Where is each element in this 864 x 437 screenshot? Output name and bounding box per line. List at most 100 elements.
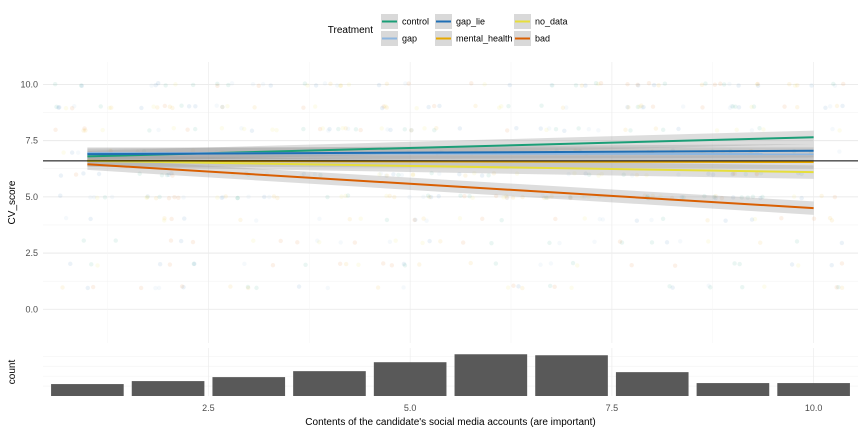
data-point: [479, 173, 485, 178]
data-point: [384, 217, 390, 223]
data-point: [467, 193, 472, 199]
data-point: [228, 284, 233, 289]
data-point: [162, 216, 167, 221]
data-point: [82, 126, 87, 131]
data-point: [733, 104, 738, 109]
data-point: [396, 172, 401, 178]
data-point: [811, 216, 817, 221]
legend-label: gap_lie: [456, 17, 485, 27]
data-point: [407, 194, 412, 200]
hist-bar: [131, 381, 205, 396]
data-point: [658, 194, 663, 199]
data-point: [457, 216, 463, 221]
data-point: [507, 82, 513, 88]
data-point: [157, 194, 162, 200]
data-point: [91, 194, 97, 200]
data-point: [758, 240, 763, 245]
data-point: [457, 126, 463, 131]
data-point: [414, 106, 419, 111]
data-point: [170, 173, 175, 178]
y-tick-label: 5.0: [25, 192, 38, 202]
data-point: [422, 126, 427, 131]
data-point: [167, 104, 173, 109]
data-point: [721, 82, 727, 87]
data-point: [582, 216, 587, 221]
data-point: [356, 262, 361, 268]
data-point: [81, 128, 86, 133]
data-point: [83, 128, 88, 133]
data-point: [480, 216, 485, 221]
data-point: [417, 262, 422, 267]
data-point: [706, 239, 711, 244]
data-point: [646, 80, 652, 86]
data-point: [755, 83, 761, 88]
data-point: [173, 82, 178, 87]
data-point: [506, 104, 511, 109]
hist-bar: [454, 354, 528, 396]
data-point: [540, 193, 545, 199]
data-point: [754, 172, 759, 177]
data-point: [516, 284, 521, 289]
data-point: [754, 171, 759, 176]
data-point: [409, 128, 414, 133]
data-point: [428, 194, 434, 200]
data-point: [713, 196, 718, 201]
data-point: [229, 81, 235, 86]
data-point: [579, 194, 585, 200]
data-point: [340, 125, 345, 131]
data-point: [302, 81, 308, 86]
data-point: [252, 105, 257, 110]
data-point: [553, 127, 559, 132]
data-point: [274, 127, 279, 133]
data-point: [586, 194, 591, 200]
data-point: [469, 81, 474, 86]
data-point: [628, 128, 633, 133]
data-point: [262, 194, 267, 200]
data-point: [834, 285, 839, 290]
data-point: [568, 195, 573, 200]
data-point: [325, 285, 330, 291]
data-point: [151, 104, 156, 109]
data-point: [167, 262, 173, 267]
data-point: [69, 106, 75, 111]
data-point: [730, 104, 735, 109]
hist-bar: [535, 355, 608, 396]
data-point: [108, 148, 113, 153]
data-point: [271, 194, 277, 199]
data-point: [358, 216, 363, 221]
data-point: [164, 172, 170, 178]
data-point: [378, 171, 384, 176]
data-point: [403, 81, 408, 86]
data-point: [107, 105, 112, 111]
hist-y-axis-title: count: [7, 360, 18, 385]
data-point: [831, 81, 836, 87]
data-point: [179, 103, 184, 108]
data-point: [662, 81, 668, 86]
data-point: [827, 104, 833, 109]
data-point: [301, 171, 307, 177]
data-point: [544, 195, 549, 200]
legend-label: mental_health: [456, 34, 513, 44]
data-point: [596, 128, 601, 133]
data-point: [317, 216, 322, 222]
data-point: [505, 195, 510, 201]
data-point: [760, 194, 765, 200]
data-point: [730, 195, 736, 200]
legend-title: Treatment: [328, 25, 373, 36]
data-point: [427, 194, 432, 200]
data-point: [296, 284, 302, 289]
data-point: [706, 283, 711, 288]
data-point: [78, 83, 84, 88]
data-point: [347, 216, 352, 222]
data-point: [315, 238, 320, 243]
data-point: [147, 128, 152, 133]
data-point: [586, 126, 592, 132]
data-point: [672, 263, 678, 268]
data-point: [223, 194, 228, 199]
data-point: [664, 240, 670, 245]
data-point: [153, 82, 158, 88]
data-point: [254, 218, 259, 223]
data-point: [393, 238, 398, 243]
data-point: [226, 82, 231, 88]
